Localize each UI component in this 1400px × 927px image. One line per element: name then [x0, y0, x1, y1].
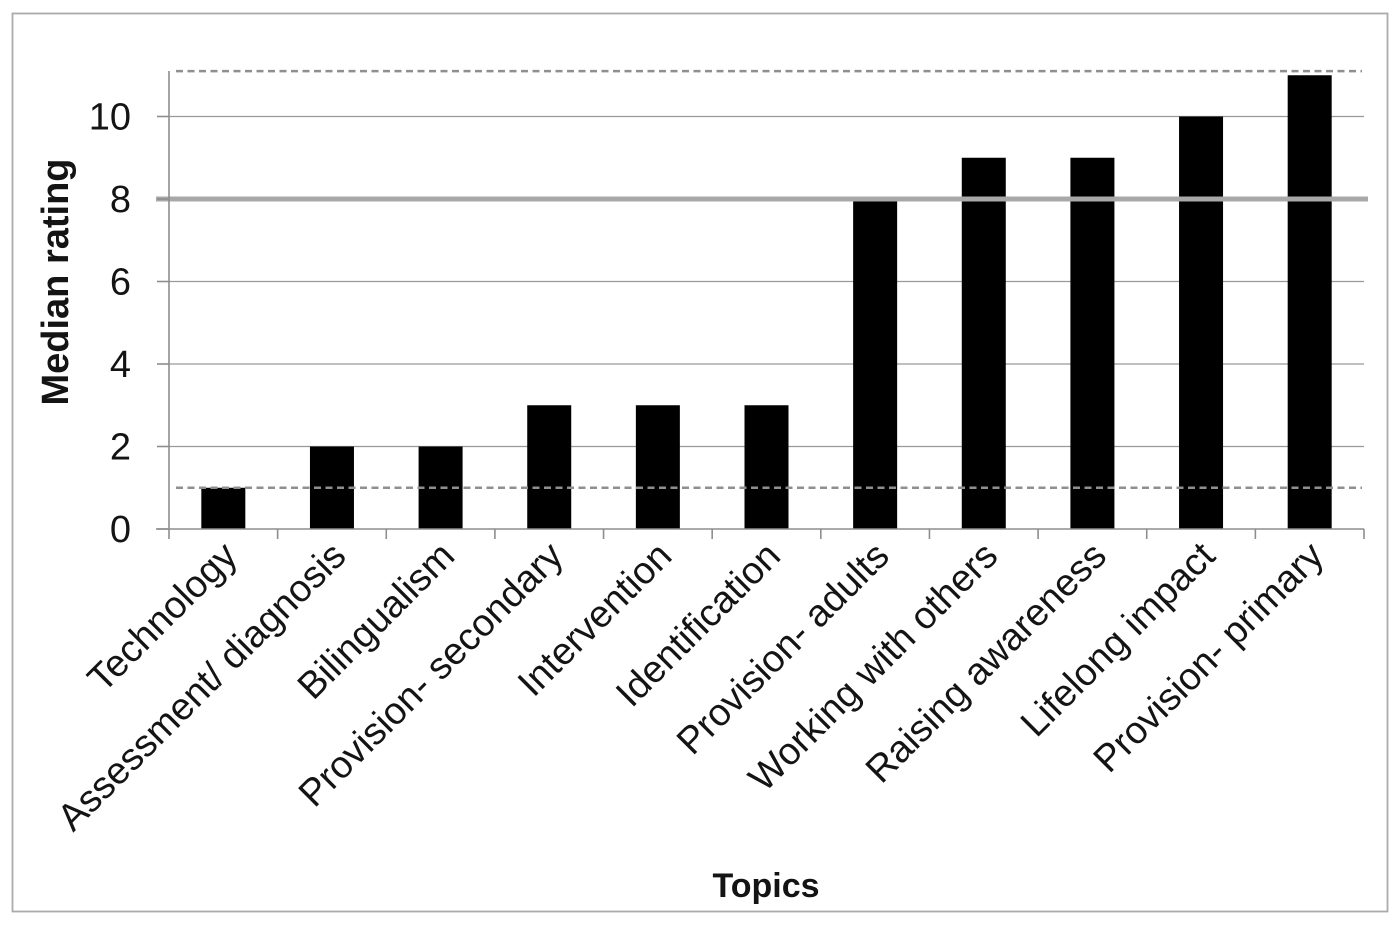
bar: [527, 405, 572, 529]
y-tick-label: 8: [110, 179, 131, 221]
bar: [744, 405, 789, 529]
y-tick-label: 4: [110, 344, 131, 386]
figure-border: [11, 12, 1389, 913]
y-tick-label: 2: [110, 427, 131, 469]
axes-group: [156, 71, 1365, 539]
y-tick-label: 0: [110, 509, 131, 551]
bar: [961, 157, 1006, 529]
bar: [1070, 157, 1115, 529]
bar: [1179, 116, 1224, 529]
y-tick-label: 6: [110, 262, 131, 304]
reference-lines-group: [156, 69, 1368, 489]
bar: [1287, 75, 1332, 529]
y-tick-labels-group: 0 2 4 6 8 10: [89, 97, 131, 552]
x-axis-title: Topics: [712, 867, 819, 905]
y-tick-label: 10: [89, 97, 131, 139]
bar: [201, 487, 246, 529]
bars-group: [201, 75, 1332, 529]
category-label: Lifelong impact: [1013, 534, 1224, 745]
bar: [853, 199, 898, 529]
y-axis-title: Median rating: [35, 158, 77, 405]
bar: [635, 405, 680, 529]
